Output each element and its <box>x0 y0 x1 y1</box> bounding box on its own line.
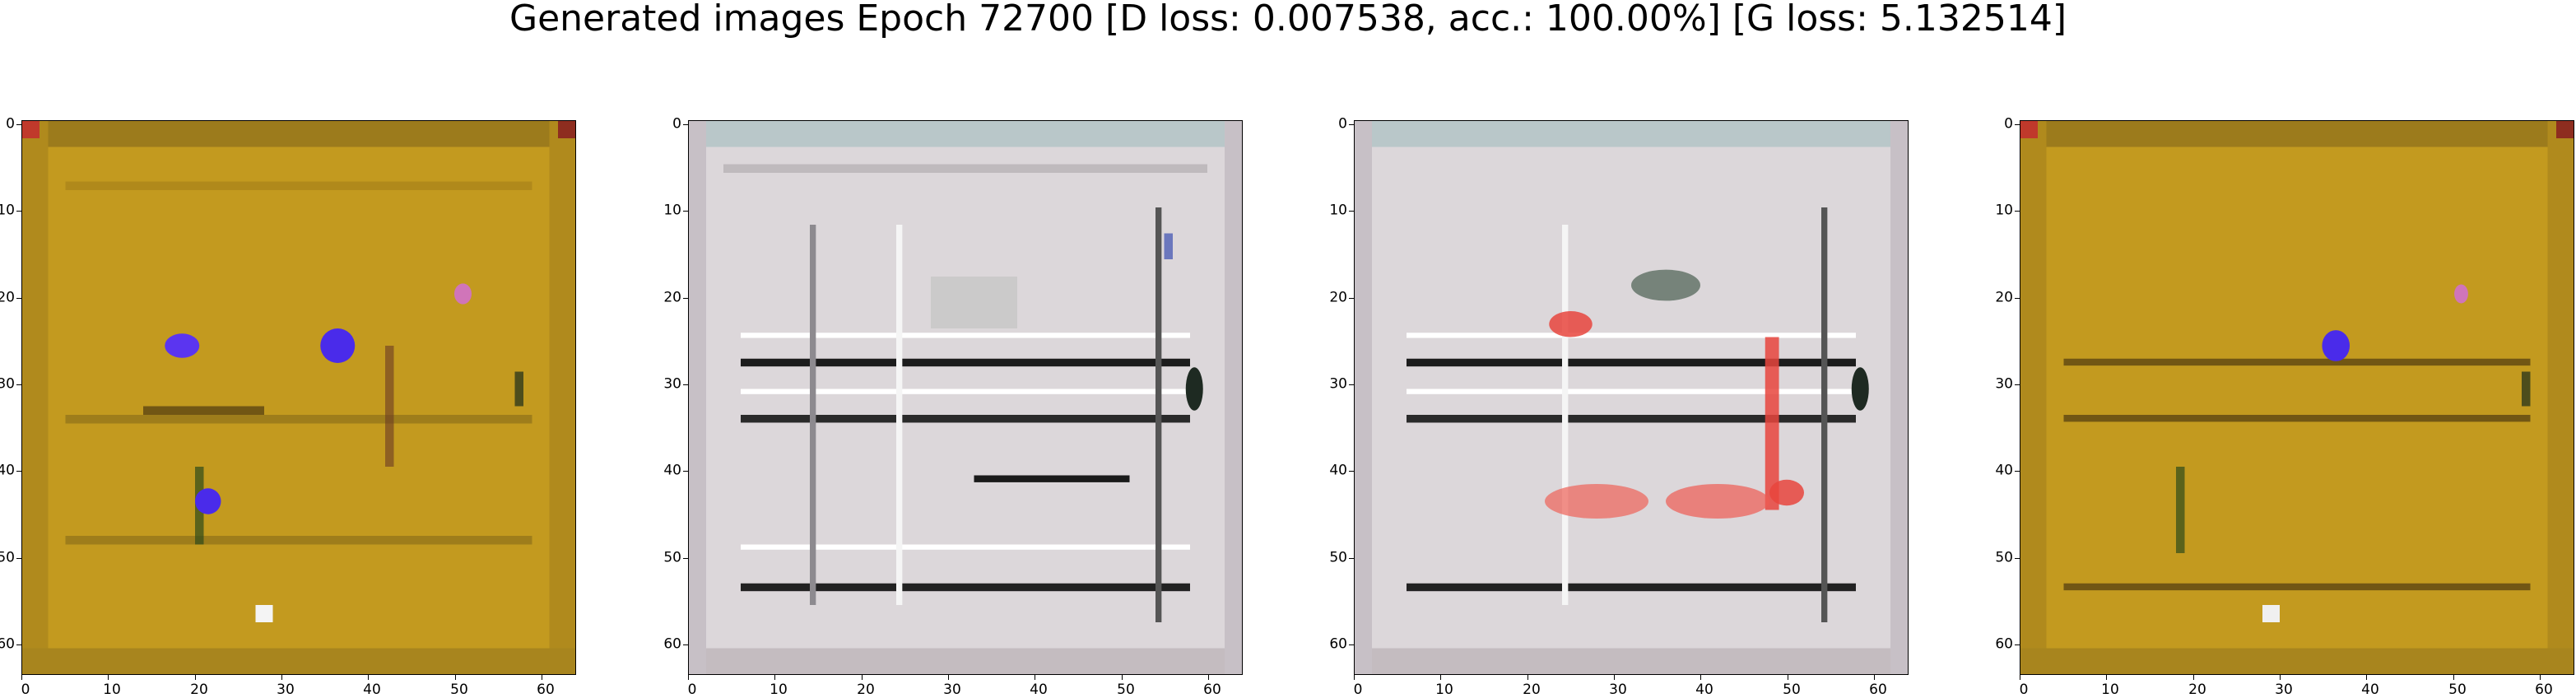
y-tick-label: 20 <box>1995 289 2013 306</box>
y-tick-label: 50 <box>663 549 681 566</box>
y-tick-label: 10 <box>1995 202 2013 219</box>
y-tick-label: 30 <box>1329 375 1347 393</box>
image-panel-4: 0 10 20 30 40 50 60 0 10 20 30 40 50 60 <box>1995 117 2574 697</box>
y-tick-label: 60 <box>663 635 681 653</box>
y-tick-label: 40 <box>1995 462 2013 479</box>
y-tick-label: 0 <box>1338 115 1347 133</box>
y-tick-label: 30 <box>663 375 681 393</box>
y-tick-label: 50 <box>1329 549 1347 566</box>
generated-image-4 <box>2020 121 2574 674</box>
x-tick-label: 20 <box>2188 682 2206 698</box>
y-tick-label: 10 <box>663 202 681 219</box>
y-tick-label: 50 <box>0 549 15 566</box>
x-tick-label: 0 <box>21 682 30 698</box>
figure-title: Generated images Epoch 72700 [D loss: 0.… <box>509 0 2067 40</box>
plot-area-2 <box>688 120 1243 675</box>
plot-area-3 <box>1354 120 1909 675</box>
image-panel-1: 0 10 20 30 40 50 60 0 10 20 30 40 50 60 <box>0 117 576 697</box>
x-tick-label: 30 <box>943 682 961 698</box>
generated-image-1 <box>22 121 575 674</box>
generated-image-2 <box>689 121 1242 674</box>
y-tick-label: 0 <box>2004 115 2013 133</box>
x-tick-label: 60 <box>1203 682 1221 698</box>
y-tick-label: 30 <box>1995 375 2013 393</box>
x-tick-label: 10 <box>1435 682 1453 698</box>
y-tick-label: 0 <box>672 115 681 133</box>
x-tick-label: 50 <box>1783 682 1801 698</box>
y-tick-label: 20 <box>1329 289 1347 306</box>
image-panel-2: 0 10 20 30 40 50 60 0 10 20 30 40 50 60 <box>663 117 1243 697</box>
y-tick-label: 60 <box>1329 635 1347 653</box>
plot-area-1 <box>21 120 576 675</box>
x-tick-label: 40 <box>1030 682 1048 698</box>
y-tick-label: 40 <box>0 462 15 479</box>
x-tick-label: 30 <box>1609 682 1627 698</box>
x-tick-label: 20 <box>1523 682 1541 698</box>
y-tick-label: 0 <box>6 115 15 133</box>
y-tick-label: 50 <box>1995 549 2013 566</box>
x-tick-label: 60 <box>2535 682 2553 698</box>
y-tick-label: 30 <box>0 375 15 393</box>
x-tick-label: 20 <box>857 682 875 698</box>
x-tick-label: 40 <box>1695 682 1713 698</box>
x-tick-label: 0 <box>687 682 697 698</box>
generated-image-3 <box>1355 121 1908 674</box>
x-tick-label: 30 <box>277 682 295 698</box>
x-tick-label: 20 <box>190 682 208 698</box>
x-tick-label: 10 <box>103 682 121 698</box>
y-tick-label: 40 <box>663 462 681 479</box>
x-tick-label: 50 <box>1117 682 1135 698</box>
x-tick-label: 50 <box>2448 682 2467 698</box>
x-tick-label: 60 <box>1869 682 1887 698</box>
y-tick-label: 10 <box>1329 202 1347 219</box>
x-tick-label: 50 <box>450 682 468 698</box>
x-tick-label: 40 <box>2361 682 2379 698</box>
x-tick-label: 0 <box>2019 682 2029 698</box>
y-tick-label: 20 <box>663 289 681 306</box>
y-tick-label: 40 <box>1329 462 1347 479</box>
image-panel-3: 0 10 20 30 40 50 60 0 10 20 30 40 50 60 <box>1329 117 1909 697</box>
y-tick-label: 60 <box>1995 635 2013 653</box>
y-tick-label: 20 <box>0 289 15 306</box>
x-tick-label: 10 <box>2101 682 2119 698</box>
x-tick-label: 10 <box>770 682 788 698</box>
x-tick-label: 30 <box>2275 682 2293 698</box>
y-tick-label: 60 <box>0 635 15 653</box>
x-tick-label: 40 <box>363 682 381 698</box>
plot-area-4 <box>2020 120 2574 675</box>
x-tick-label: 0 <box>1353 682 1363 698</box>
y-tick-label: 10 <box>0 202 15 219</box>
x-tick-label: 60 <box>537 682 555 698</box>
